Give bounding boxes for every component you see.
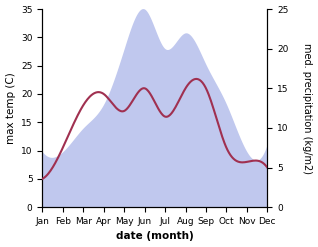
X-axis label: date (month): date (month) xyxy=(116,231,194,242)
Y-axis label: max temp (C): max temp (C) xyxy=(5,72,16,144)
Y-axis label: med. precipitation (kg/m2): med. precipitation (kg/m2) xyxy=(302,43,313,174)
